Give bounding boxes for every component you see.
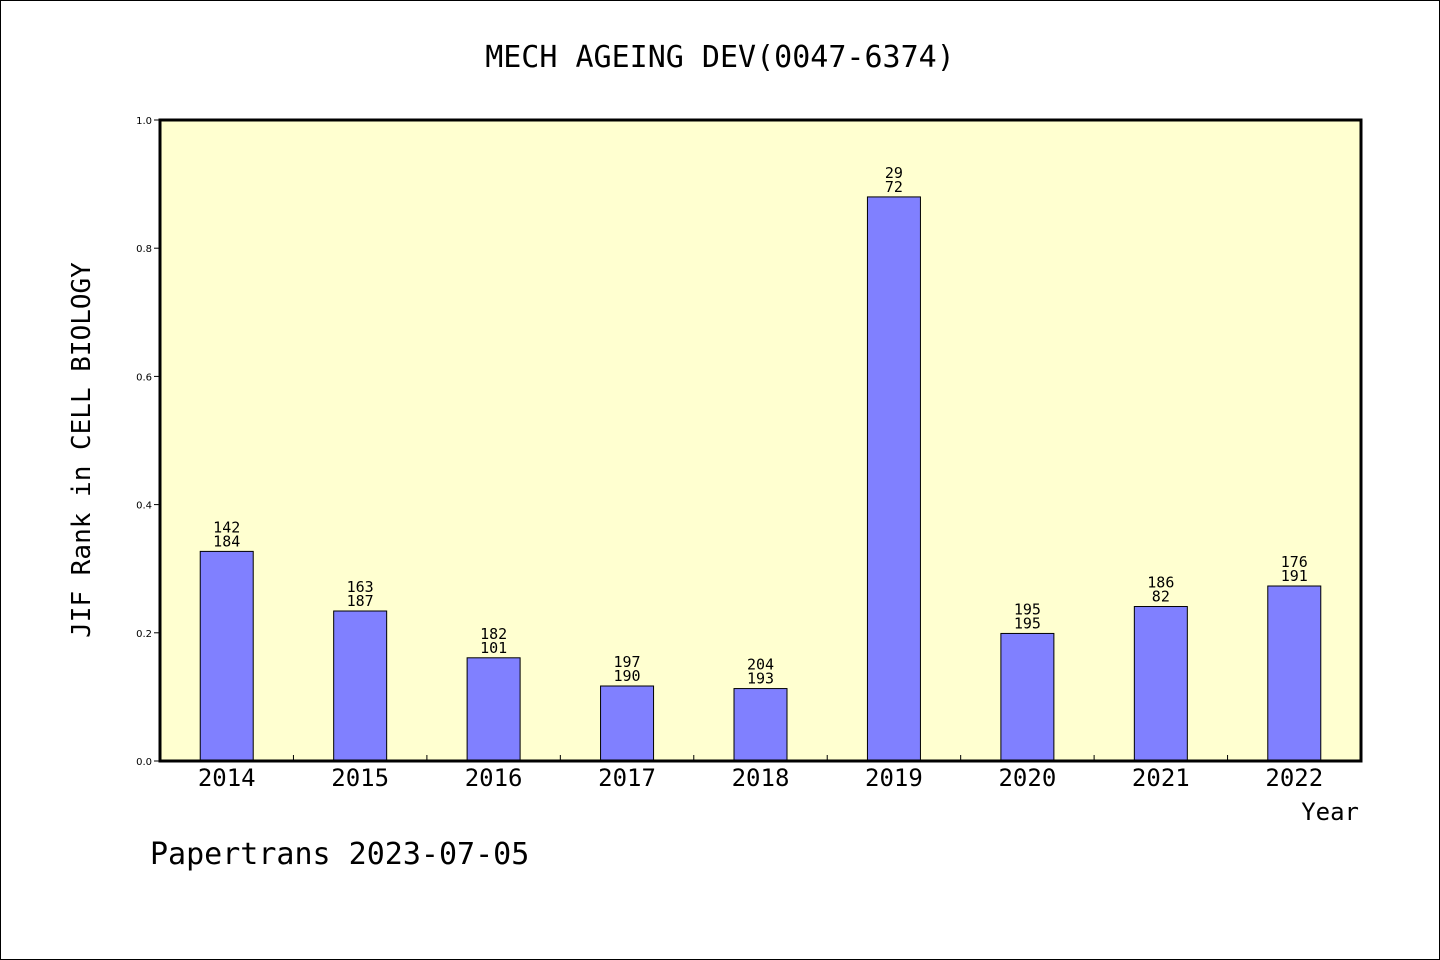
footer-text: Papertrans 2023-07-05	[150, 837, 529, 872]
data-label-top: 29	[885, 164, 903, 182]
data-label-top: 182	[480, 625, 507, 643]
x-tick-label: 2016	[465, 764, 523, 792]
y-tick-label: 0.6	[136, 372, 152, 383]
data-label-top: 197	[614, 653, 641, 671]
x-tick-label: 2014	[198, 764, 256, 792]
bar-2017	[600, 685, 655, 762]
plot-border	[158, 118, 1363, 763]
bar-2019	[866, 196, 921, 762]
y-tick-label: 0.4	[136, 501, 152, 512]
chart-title: MECH AGEING DEV(0047-6374)	[485, 40, 955, 75]
x-tick-label: 2022	[1265, 764, 1323, 792]
y-axis-label: JIF Rank in CELL BIOLOGY	[67, 262, 97, 638]
data-label-top: 163	[347, 578, 374, 596]
data-label-top: 204	[747, 656, 774, 674]
y-tick-label: 0.8	[136, 244, 152, 255]
data-label-bottom: 191	[1281, 567, 1308, 585]
y-tick-label: 1.0	[136, 116, 152, 127]
x-tick-label: 2015	[331, 764, 389, 792]
bar-2020	[1000, 632, 1055, 762]
data-label-bottom: 193	[747, 670, 774, 688]
x-tick-label: 2020	[998, 764, 1056, 792]
data-label-bottom: 195	[1014, 614, 1041, 632]
data-label-bottom: 82	[1152, 588, 1170, 606]
bar-2016	[466, 657, 521, 762]
y-tick-label: 0.0	[136, 757, 152, 768]
bar-2015	[333, 610, 388, 762]
x-tick-label: 2018	[732, 764, 790, 792]
data-label-bottom: 101	[480, 639, 507, 657]
bar-2021	[1133, 606, 1188, 762]
x-tick-label: 2021	[1132, 764, 1190, 792]
bar-2022	[1267, 585, 1322, 762]
x-tick-label: 2017	[598, 764, 656, 792]
data-label-top: 195	[1014, 600, 1041, 618]
data-label-bottom: 187	[347, 592, 374, 610]
data-label-bottom: 184	[213, 532, 240, 550]
data-label-top: 186	[1147, 574, 1174, 592]
data-label-top: 176	[1281, 553, 1308, 571]
data-label-bottom: 190	[614, 667, 641, 685]
x-axis-label: Year	[1301, 798, 1359, 826]
bar-2018	[733, 688, 788, 762]
data-label-top: 142	[213, 518, 240, 536]
x-tick-label: 2019	[865, 764, 923, 792]
bar-2014	[199, 550, 254, 762]
y-tick-label: 0.2	[136, 629, 152, 640]
data-label-bottom: 72	[885, 178, 903, 196]
